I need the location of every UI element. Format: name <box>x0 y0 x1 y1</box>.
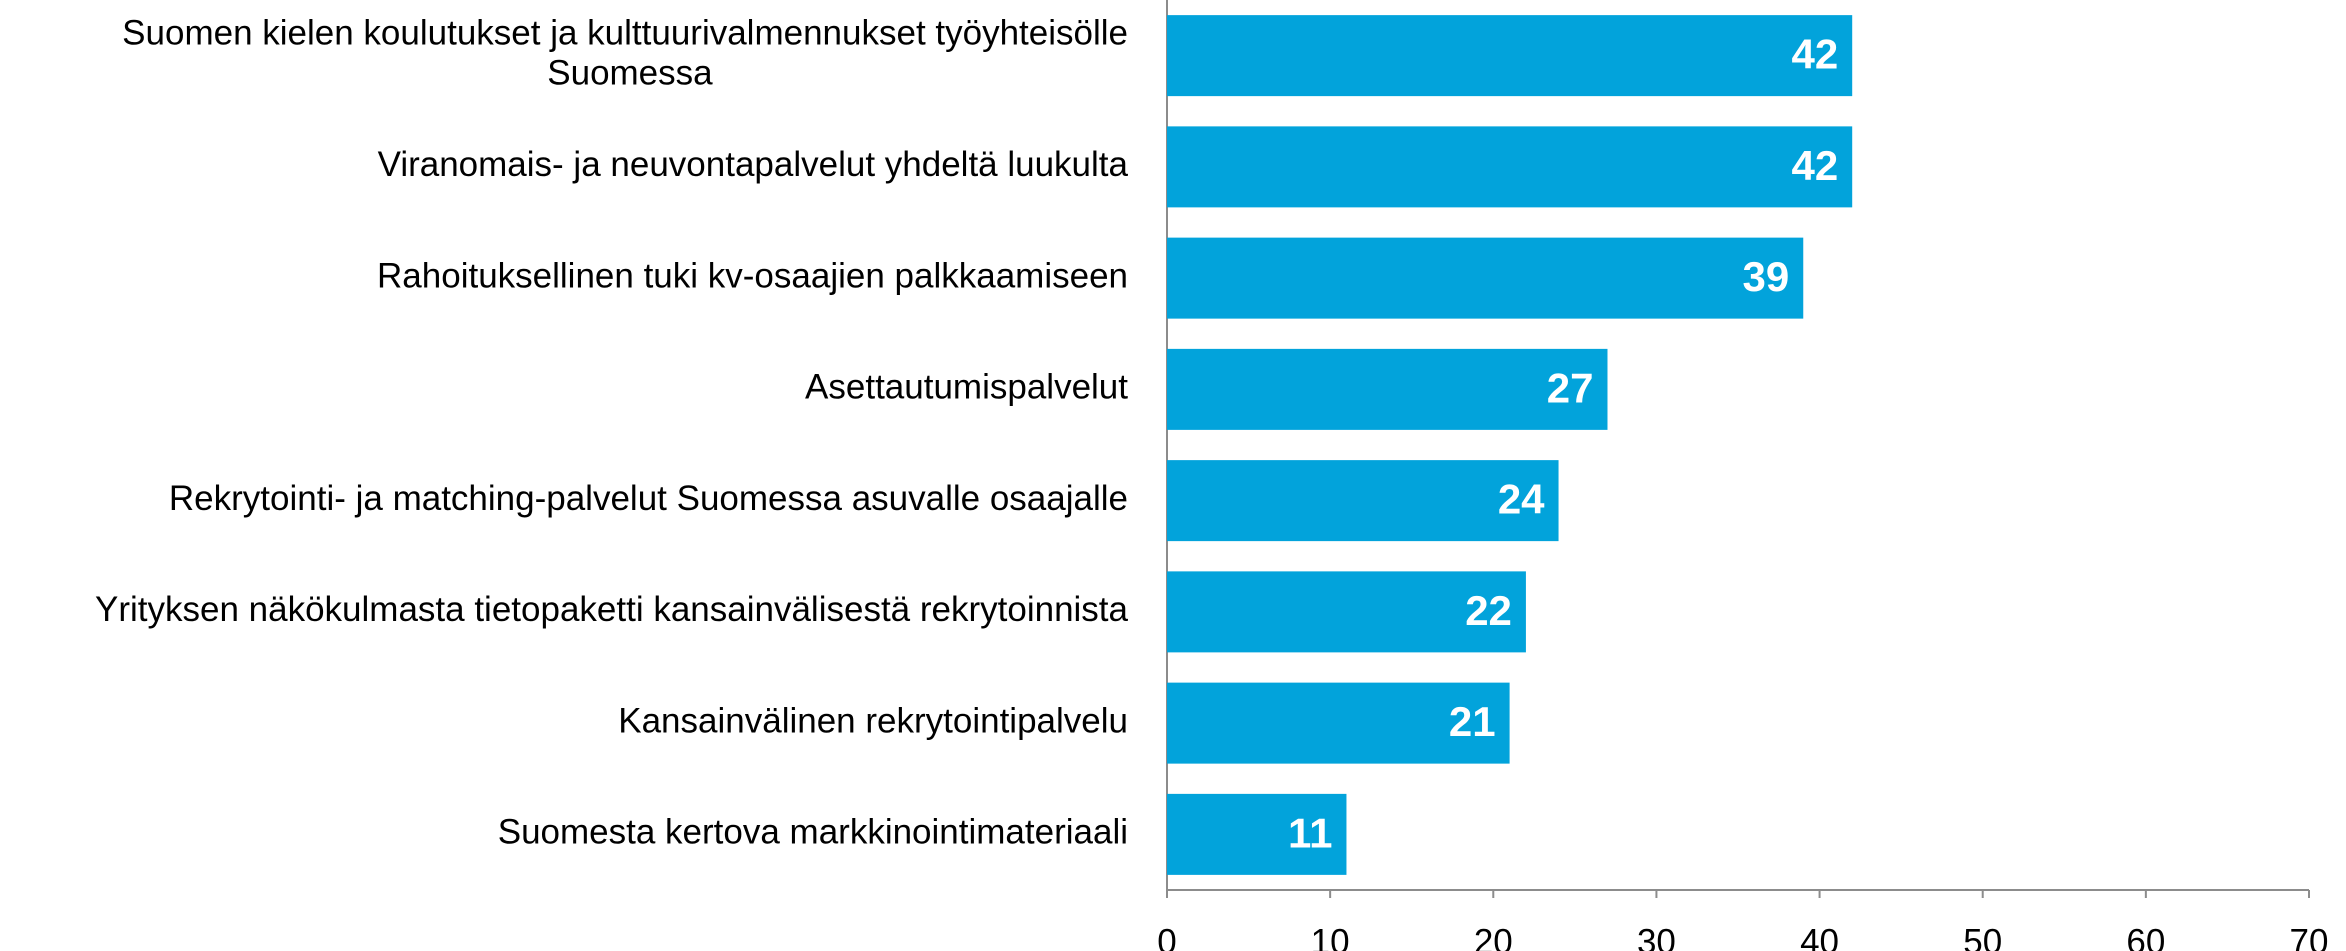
bar <box>1167 682 1510 764</box>
category-label: Yrityksen näkökulmasta tietopaketti kans… <box>95 590 1129 629</box>
value-label: 11 <box>1288 809 1332 856</box>
category-label: Suomesta kertova markkinointimateriaali <box>498 813 1128 852</box>
bar <box>1167 348 1608 430</box>
value-label: 27 <box>1547 364 1594 411</box>
category-label: Rekrytointi- ja matching-palvelut Suomes… <box>169 479 1128 518</box>
bar <box>1167 460 1559 542</box>
value-label: 21 <box>1449 698 1496 745</box>
bar <box>1167 126 1853 208</box>
category-label: Rahoituksellinen tuki kv-osaajien palkka… <box>377 256 1128 295</box>
value-label: 42 <box>1791 31 1838 78</box>
x-tick-label: 10 <box>1311 922 1350 951</box>
category-label: Asettautumispalvelut <box>805 368 1128 407</box>
value-label: 42 <box>1791 142 1838 189</box>
value-label: 39 <box>1743 253 1790 300</box>
bar <box>1167 15 1853 97</box>
x-tick-label: 70 <box>2290 922 2329 951</box>
bar <box>1167 793 1347 875</box>
category-label: Viranomais- ja neuvontapalvelut yhdeltä … <box>378 145 1129 184</box>
category-label: Suomen kielen koulutukset ja kulttuuriva… <box>122 14 1128 93</box>
x-tick-label: 20 <box>1474 922 1513 951</box>
x-tick-label: 30 <box>1637 922 1676 951</box>
x-tick-label: 60 <box>2126 922 2165 951</box>
bar <box>1167 571 1526 653</box>
x-tick-label: 40 <box>1800 922 1839 951</box>
category-label: Kansainvälinen rekrytointipalvelu <box>618 701 1128 740</box>
bar <box>1167 237 1804 319</box>
value-label: 22 <box>1465 587 1512 634</box>
x-tick-label: 0 <box>1157 922 1176 951</box>
value-label: 24 <box>1498 476 1545 523</box>
x-tick-label: 50 <box>1963 922 2002 951</box>
